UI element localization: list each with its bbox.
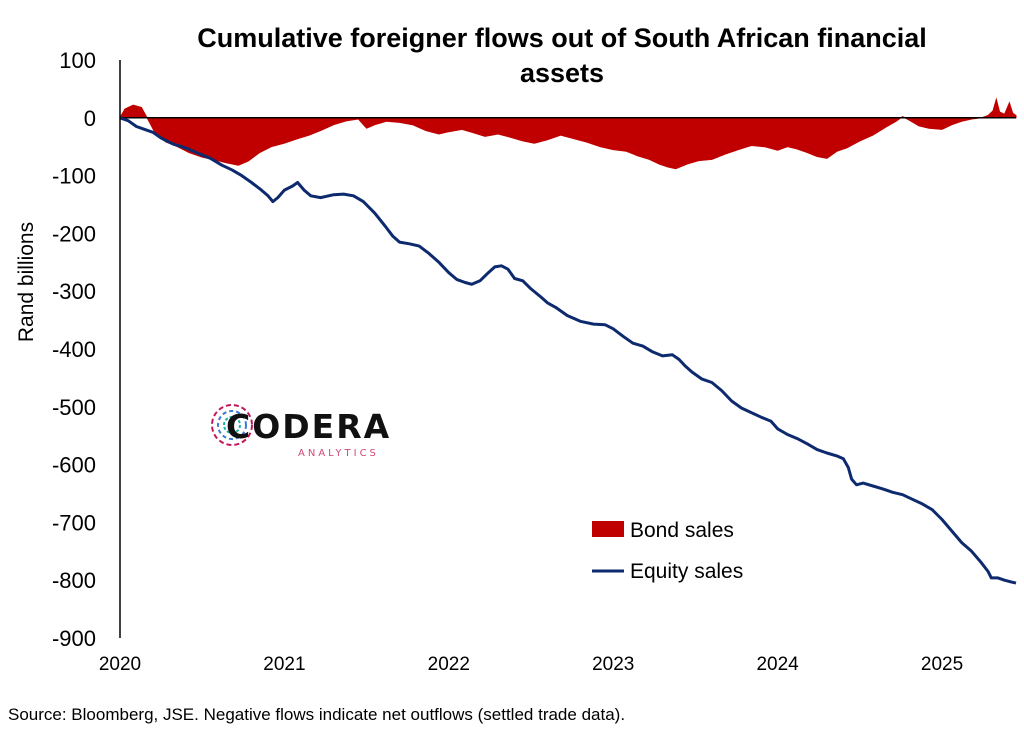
codera-logo: CODERA ANALYTICS: [211, 404, 391, 459]
x-tick-label: 2023: [592, 654, 634, 675]
legend-label-equity: Equity sales: [630, 560, 743, 583]
y-tick-label: 100: [59, 48, 96, 73]
logo-subtitle: ANALYTICS: [298, 448, 379, 459]
y-tick-label: -700: [52, 510, 96, 535]
y-tick-label: -100: [52, 164, 96, 189]
chart-title-line1: Cumulative foreigner flows out of South …: [197, 23, 927, 53]
y-tick-label: -200: [52, 221, 96, 246]
y-tick-label: -800: [52, 568, 96, 593]
x-tick-label: 2021: [263, 654, 305, 675]
axes: 100 0 -100 -200 -300 -400 -500 -600 -700 -800 -900…: [52, 48, 963, 675]
y-tick-label: -500: [52, 395, 96, 420]
x-tick-label: 2024: [756, 654, 799, 675]
logo-wordmark: CODERA: [226, 407, 391, 446]
series-bond-sales-area: [119, 97, 1017, 170]
source-note: Source: Bloomberg, JSE. Negative flows i…: [8, 705, 625, 724]
x-tick-label: 2020: [99, 654, 141, 675]
y-tick-label: 0: [84, 106, 96, 131]
x-tick-label: 2025: [921, 654, 963, 675]
series-equity-sales-line: [119, 116, 1017, 585]
x-tick-label: 2022: [428, 654, 470, 675]
legend-swatch-bond: [592, 521, 624, 537]
y-axis-label: Rand billions: [15, 222, 38, 342]
legend-label-bond: Bond sales: [630, 519, 734, 542]
plot-area: [119, 97, 1017, 585]
y-tick-label: -600: [52, 453, 96, 478]
y-tick-label: -400: [52, 337, 96, 362]
y-tick-label: -300: [52, 279, 96, 304]
y-tick-label: -900: [52, 626, 96, 651]
logo-fingerprint-icon: [211, 404, 253, 446]
legend: Bond sales Equity sales: [592, 519, 743, 583]
chart-title-line2: assets: [520, 58, 604, 88]
